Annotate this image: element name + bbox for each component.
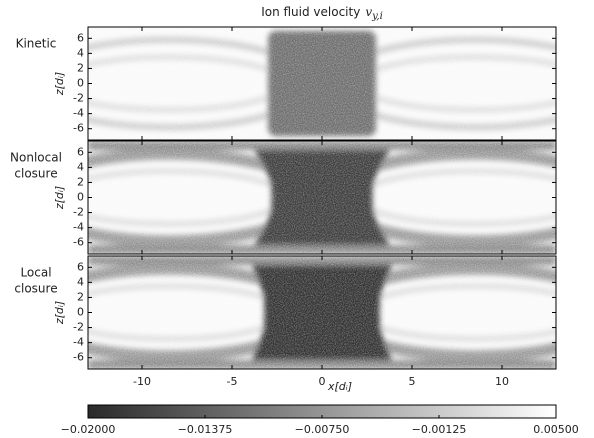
y-axis-label: z[dᵢ] [53, 186, 66, 210]
y-tick-label: 0 [77, 306, 84, 319]
row-label: Local [20, 266, 51, 280]
x-tick-label: 0 [319, 375, 326, 388]
y-tick-label: -4 [73, 221, 84, 234]
y-axis-label: z[dᵢ] [53, 72, 66, 96]
y-tick-label: -2 [73, 206, 84, 219]
y-tick-label: -6 [73, 351, 84, 364]
row-label: closure [14, 282, 57, 296]
x-tick-label: -5 [227, 375, 238, 388]
y-tick-label: 0 [77, 191, 84, 204]
title-text: Ion fluid velocity [261, 5, 360, 19]
y-tick-label: -4 [73, 107, 84, 120]
x-tick-label: 5 [409, 375, 416, 388]
y-tick-label: -2 [73, 92, 84, 105]
x-tick-label: 10 [495, 375, 509, 388]
colorbar-tick-label: 0.00500 [533, 423, 579, 436]
heatmap-field [88, 27, 556, 140]
title-var: v [365, 5, 372, 19]
colorbar-tick-label: −0.01375 [178, 423, 233, 436]
y-tick-label: 4 [77, 275, 84, 288]
noise [88, 27, 556, 140]
colorbar-tick-label: −0.00750 [295, 423, 350, 436]
row-label: closure [14, 167, 57, 181]
heatmap-field [88, 141, 556, 254]
y-tick-label: -6 [73, 122, 84, 135]
row-label: Nonlocal [10, 151, 62, 165]
noise [88, 141, 556, 254]
x-axis-label: x[dᵢ] [327, 380, 352, 393]
heatmap-field [88, 256, 556, 369]
title-sub: y,i [371, 11, 383, 22]
colorbar-tick-label: −0.02000 [61, 423, 116, 436]
y-tick-label: 6 [77, 145, 84, 158]
y-tick-label: 4 [77, 160, 84, 173]
y-tick-label: -4 [73, 336, 84, 349]
y-tick-label: -2 [73, 321, 84, 334]
y-tick-label: -6 [73, 236, 84, 249]
y-axis-label: z[dᵢ] [53, 301, 66, 325]
row-label: Kinetic [16, 37, 57, 51]
x-tick-label: -10 [133, 375, 151, 388]
colorbar-tick-label: −0.00125 [412, 423, 467, 436]
chart-title: Ion fluid velocity vy,i [261, 5, 383, 22]
noise [88, 256, 556, 369]
y-tick-label: 2 [77, 175, 84, 188]
y-tick-label: 2 [77, 290, 84, 303]
y-tick-label: 6 [77, 31, 84, 44]
y-tick-label: 4 [77, 46, 84, 59]
y-tick-label: 6 [77, 260, 84, 273]
y-tick-label: 0 [77, 77, 84, 90]
y-tick-label: 2 [77, 61, 84, 74]
